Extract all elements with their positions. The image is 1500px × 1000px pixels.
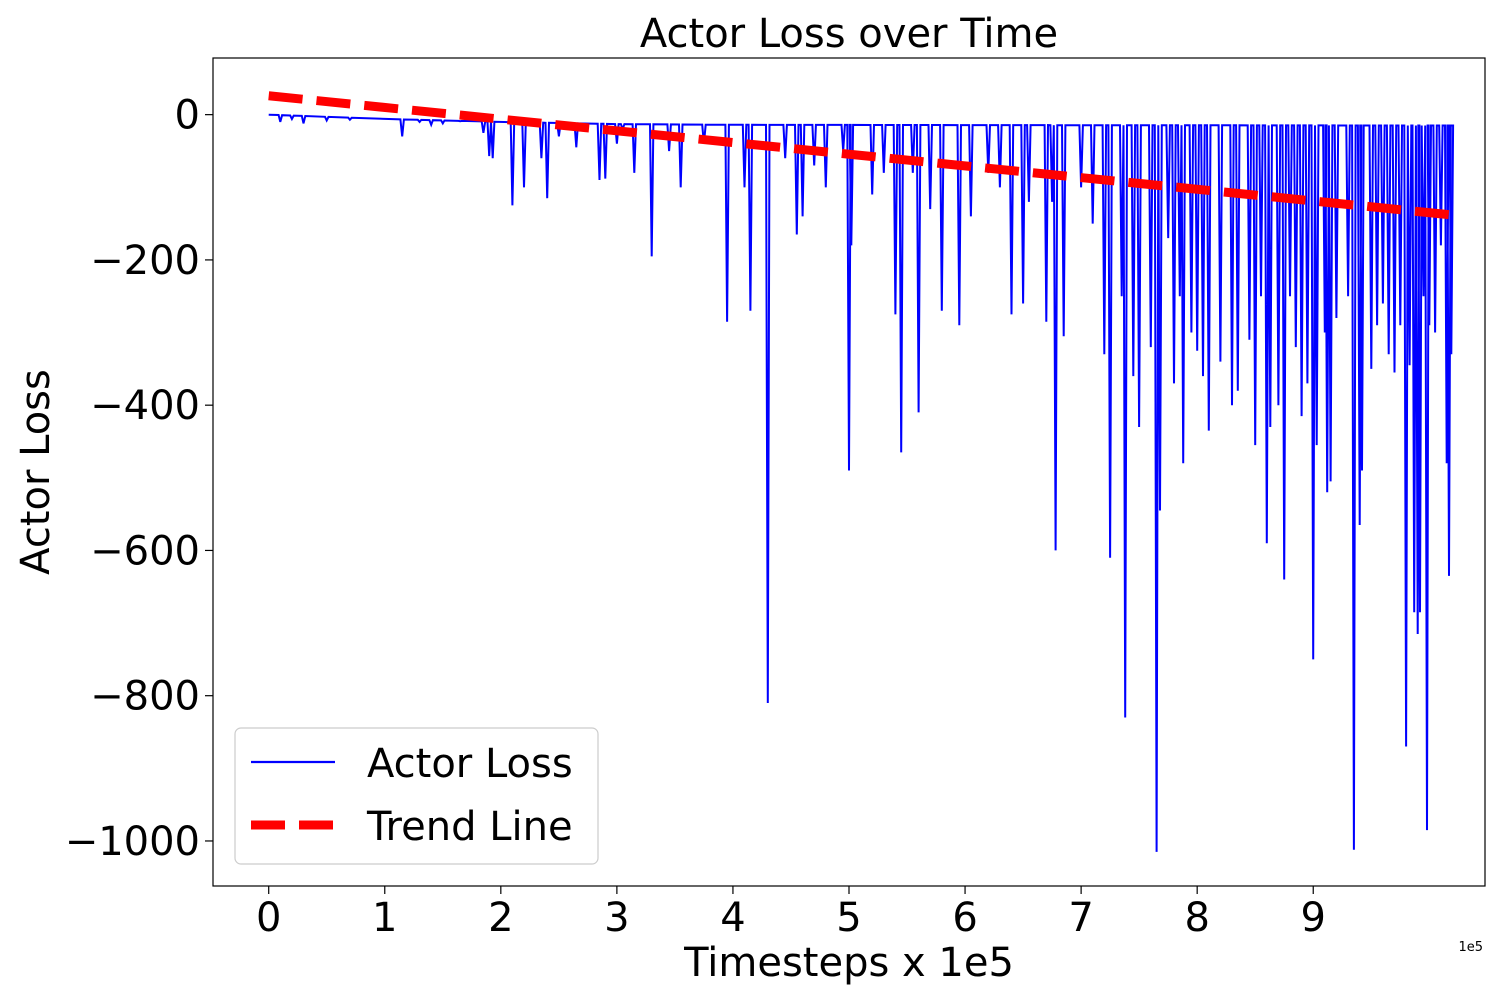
- y-tick-label: −800: [90, 674, 200, 720]
- x-offset-label: 1e5: [1458, 940, 1483, 955]
- x-tick-label: 3: [604, 895, 629, 941]
- x-axis-label: Timesteps x 1e5: [683, 940, 1014, 986]
- x-tick-label: 8: [1184, 895, 1209, 941]
- x-tick-label: 2: [488, 895, 513, 941]
- y-tick-label: −200: [90, 238, 200, 284]
- x-tick-label: 7: [1068, 895, 1093, 941]
- series-trend-line: [268, 91, 1452, 220]
- legend: Actor Loss Trend Line: [234, 727, 599, 865]
- x-tick-label: 6: [952, 895, 977, 941]
- legend-label-actor-loss: Actor Loss: [367, 741, 573, 787]
- y-axis: 0 −200 −400 −600 −800 −1000: [65, 93, 213, 865]
- series-actor-loss-line: [268, 113, 1455, 852]
- data-layer: [268, 91, 1455, 852]
- y-tick-label: −1000: [65, 819, 200, 865]
- x-tick-label: 4: [720, 895, 745, 941]
- y-axis-label: Actor Loss: [13, 369, 59, 575]
- x-tick-label: 0: [256, 895, 281, 941]
- legend-label-trend-line: Trend Line: [366, 804, 573, 850]
- x-tick-label: 5: [836, 895, 861, 941]
- x-tick-label: 1: [372, 895, 397, 941]
- y-tick-label: −600: [90, 528, 200, 574]
- y-tick-label: −400: [90, 383, 200, 429]
- x-tick-label: 9: [1301, 895, 1326, 941]
- chart-title: Actor Loss over Time: [640, 11, 1058, 57]
- x-axis: 0 1 2 3 4 5 6 7 8 9: [256, 886, 1326, 941]
- y-tick-label: 0: [175, 93, 200, 139]
